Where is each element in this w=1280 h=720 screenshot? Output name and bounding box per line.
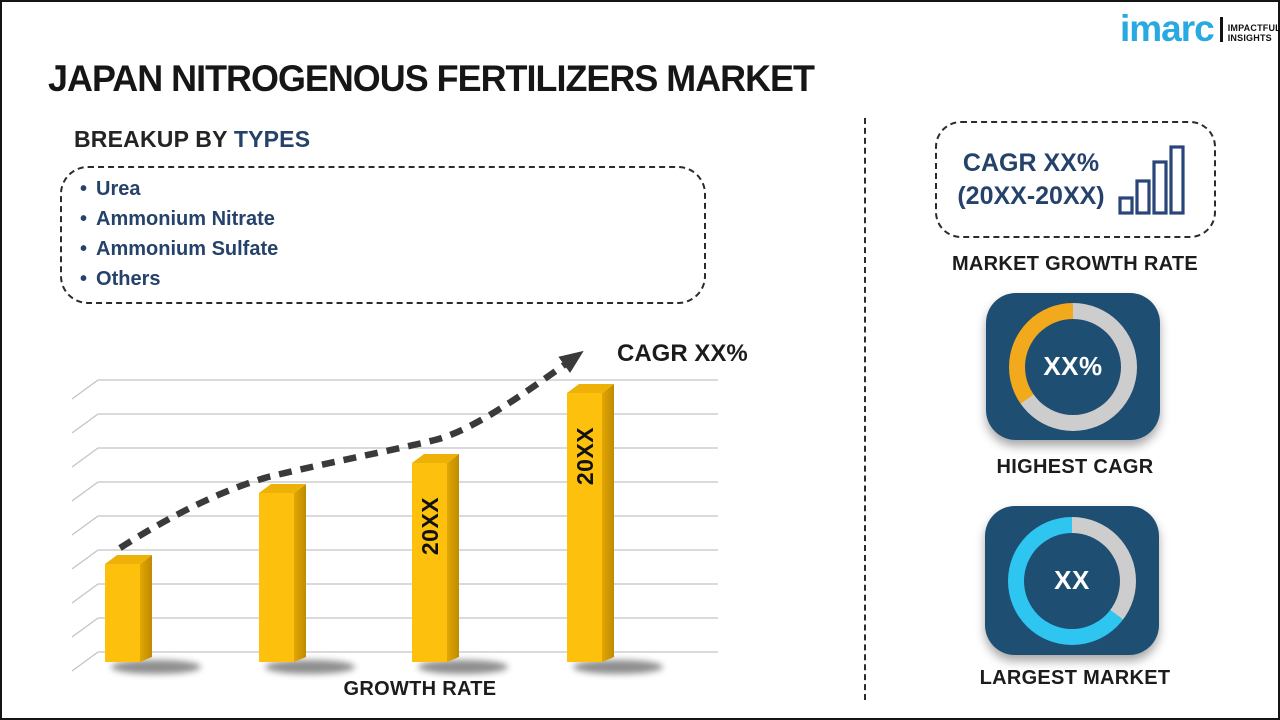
largest-market-donut: XX (1008, 516, 1136, 645)
chart-xaxis-label: GROWTH RATE (343, 678, 497, 700)
gridline-tick (71, 549, 99, 570)
types-box: Urea Ammonium Nitrate Ammonium Sulfate O… (60, 166, 706, 304)
types-list-item: Ammonium Nitrate (80, 204, 704, 234)
largest-market-tile: XX (985, 506, 1159, 655)
bar-front (567, 393, 602, 662)
bar-label: 20XX (416, 496, 443, 556)
donut-hole: XX (1024, 532, 1120, 629)
gridline-tick (71, 379, 99, 400)
gridline-tick (71, 447, 99, 468)
donut-hole: XX% (1025, 318, 1121, 415)
gridline-tick (71, 617, 99, 638)
brand-tagline: IMPACTFUL INSIGHTS (1227, 22, 1280, 43)
donut-value: XX (1054, 565, 1090, 595)
growth-box-line2: (20XX-20XX) (957, 181, 1105, 210)
breakup-heading: BREAKUP BY TYPES (74, 126, 311, 152)
bar-side (602, 384, 614, 662)
gridline-tick (71, 515, 99, 536)
bar-front (412, 463, 447, 662)
bar-side (447, 454, 459, 662)
bar-front (105, 564, 140, 662)
caption-largest-market: LARGEST MARKET (979, 667, 1171, 689)
types-list-item: Urea (80, 174, 704, 204)
types-list-item: Ammonium Sulfate (80, 234, 704, 264)
brand-wordmark: imarc (1120, 8, 1215, 49)
highest-cagr-tile: XX% (986, 293, 1160, 440)
gridline-tick (71, 583, 99, 604)
gridlines (71, 379, 718, 672)
bar-chart-icon (1118, 144, 1185, 215)
page-title: JAPAN NITROGENOUS FERTILIZERS MARKET (48, 58, 815, 99)
gridline-tick (71, 413, 99, 434)
cagr-trend-label: CAGR XX% (617, 340, 748, 367)
types-list: Urea Ammonium Nitrate Ammonium Sulfate O… (80, 174, 704, 294)
growth-box-line1: CAGR XX% (962, 148, 1100, 177)
gridline-tick (71, 651, 99, 672)
bar-shadow (573, 660, 663, 674)
donut-value: XX% (1043, 351, 1103, 381)
chart-canvas (71, 350, 718, 674)
bar-label: 20XX (571, 426, 598, 486)
breakup-heading-highlight: TYPES (233, 126, 311, 152)
gridline-tick (71, 481, 99, 502)
brand-logo: imarc IMPACTFUL INSIGHTS (1120, 8, 1280, 49)
bar-top (567, 384, 614, 393)
bar-top (412, 454, 459, 463)
bar-side (140, 555, 152, 662)
bar-shadow (111, 660, 201, 674)
bar-shadow (418, 660, 508, 674)
bar-top (259, 484, 306, 493)
caption-highest-cagr: HIGHEST CAGR (996, 456, 1154, 478)
trend-arrow (118, 350, 584, 551)
growth-bar-chart: CAGR XX% GROWTH RATE 20XX 20XX (60, 330, 750, 715)
bars-3d (105, 384, 663, 674)
brand-divider (1219, 17, 1223, 43)
market-growth-box: CAGR XX% (20XX-20XX) (935, 121, 1216, 238)
highest-cagr-donut: XX% (1009, 302, 1137, 431)
types-list-item: Others (80, 264, 704, 294)
bar-side (294, 484, 306, 662)
bar-top (105, 555, 152, 564)
panel-divider (864, 118, 866, 700)
bar-shadow (265, 660, 355, 674)
caption-market-growth-rate: MARKET GROWTH RATE (951, 253, 1199, 275)
growth-box-text: CAGR XX% (20XX-20XX) (957, 147, 1104, 213)
bar-front (259, 493, 294, 662)
